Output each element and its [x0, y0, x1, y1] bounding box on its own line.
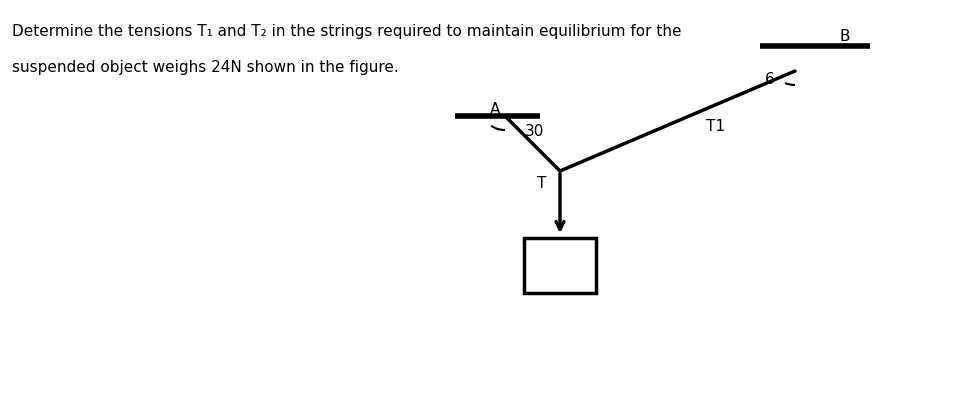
- Text: T1: T1: [706, 119, 724, 134]
- Text: Determine the tensions T₁ and T₂ in the strings required to maintain equilibrium: Determine the tensions T₁ and T₂ in the …: [12, 24, 681, 39]
- Bar: [524, 239, 596, 293]
- Text: suspended object weighs 24N shown in the figure.: suspended object weighs 24N shown in the…: [12, 60, 399, 75]
- Text: B: B: [840, 29, 850, 45]
- Text: 6: 6: [765, 72, 774, 87]
- Text: A: A: [490, 102, 500, 117]
- Text: T: T: [537, 176, 547, 191]
- Text: 30: 30: [526, 124, 545, 139]
